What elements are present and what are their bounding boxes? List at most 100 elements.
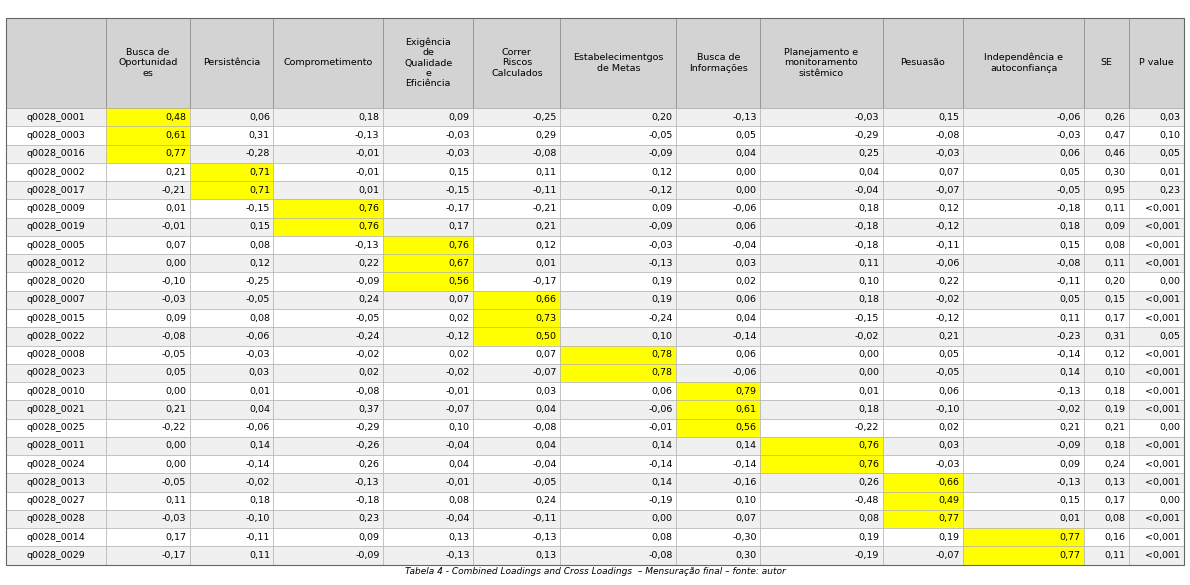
Bar <box>274 291 383 309</box>
Text: 0,61: 0,61 <box>165 131 186 140</box>
Text: 0,11: 0,11 <box>1104 551 1126 560</box>
Bar <box>1129 236 1184 254</box>
Bar <box>383 346 474 364</box>
Text: -0,10: -0,10 <box>935 405 959 414</box>
Text: 0,13: 0,13 <box>1104 478 1126 487</box>
Bar <box>383 491 474 510</box>
Bar <box>1129 144 1184 163</box>
Bar <box>189 18 274 108</box>
Bar <box>474 18 560 108</box>
Bar <box>676 327 760 346</box>
Text: 0,05: 0,05 <box>1159 332 1180 341</box>
Bar <box>1084 510 1129 528</box>
Bar <box>474 126 560 144</box>
Bar <box>676 473 760 491</box>
Bar <box>760 181 883 199</box>
Bar <box>1129 199 1184 218</box>
Text: 0,08: 0,08 <box>249 314 270 322</box>
Bar <box>676 400 760 418</box>
Bar <box>1084 199 1129 218</box>
Bar <box>883 144 963 163</box>
Bar <box>676 418 760 437</box>
Text: 0,17: 0,17 <box>1104 496 1126 505</box>
Bar <box>6 108 106 126</box>
Bar <box>963 491 1084 510</box>
Bar <box>560 528 676 546</box>
Text: Busca de
Oportunidad
es: Busca de Oportunidad es <box>118 48 177 78</box>
Bar <box>560 181 676 199</box>
Text: 0,06: 0,06 <box>1059 149 1081 159</box>
Text: 0,05: 0,05 <box>1059 295 1081 304</box>
Text: 0,09: 0,09 <box>1059 460 1081 469</box>
Bar <box>383 181 474 199</box>
Bar <box>6 163 106 181</box>
Text: 0,00: 0,00 <box>165 259 186 268</box>
Bar <box>6 473 106 491</box>
Text: -0,07: -0,07 <box>935 551 959 560</box>
Bar <box>883 491 963 510</box>
Bar <box>883 126 963 144</box>
Text: -0,14: -0,14 <box>732 332 757 341</box>
Text: q0028_0017: q0028_0017 <box>26 186 86 195</box>
Bar <box>760 236 883 254</box>
Text: -0,04: -0,04 <box>445 442 470 450</box>
Bar <box>6 364 106 382</box>
Bar <box>883 528 963 546</box>
Bar <box>274 199 383 218</box>
Bar <box>676 455 760 473</box>
Bar <box>883 546 963 565</box>
Text: 0,11: 0,11 <box>1104 259 1126 268</box>
Text: 0,11: 0,11 <box>858 259 879 268</box>
Text: 0,37: 0,37 <box>358 405 380 414</box>
Bar <box>106 528 189 546</box>
Text: 0,10: 0,10 <box>1159 131 1180 140</box>
Bar <box>883 364 963 382</box>
Text: 0,14: 0,14 <box>652 442 672 450</box>
Bar <box>274 108 383 126</box>
Bar <box>1084 126 1129 144</box>
Bar <box>106 144 189 163</box>
Text: -0,06: -0,06 <box>649 405 672 414</box>
Text: Planejamento e
monitoramento
sistêmico: Planejamento e monitoramento sistêmico <box>784 48 858 78</box>
Bar <box>883 473 963 491</box>
Bar <box>6 273 106 291</box>
Bar <box>6 218 106 236</box>
Text: q0028_0021: q0028_0021 <box>26 405 86 414</box>
Text: -0,01: -0,01 <box>445 478 470 487</box>
Bar <box>760 546 883 565</box>
Bar <box>963 382 1084 400</box>
Text: -0,11: -0,11 <box>1057 277 1081 286</box>
Bar <box>6 510 106 528</box>
Text: 0,66: 0,66 <box>939 478 959 487</box>
Text: <0,001: <0,001 <box>1146 369 1180 377</box>
Text: -0,18: -0,18 <box>854 240 879 250</box>
Bar <box>1129 400 1184 418</box>
Bar <box>106 382 189 400</box>
Text: -0,03: -0,03 <box>935 460 959 469</box>
Bar <box>6 491 106 510</box>
Text: -0,18: -0,18 <box>355 496 380 505</box>
Bar <box>883 346 963 364</box>
Bar <box>189 364 274 382</box>
Bar <box>1129 108 1184 126</box>
Text: q0028_0005: q0028_0005 <box>26 240 86 250</box>
Text: -0,02: -0,02 <box>854 332 879 341</box>
Bar <box>274 455 383 473</box>
Bar <box>383 382 474 400</box>
Text: -0,03: -0,03 <box>162 514 186 524</box>
Text: -0,03: -0,03 <box>162 295 186 304</box>
Bar <box>963 327 1084 346</box>
Bar <box>883 108 963 126</box>
Bar <box>106 510 189 528</box>
Bar <box>676 382 760 400</box>
Text: -0,13: -0,13 <box>732 113 757 122</box>
Bar <box>560 473 676 491</box>
Text: 0,14: 0,14 <box>735 442 757 450</box>
Bar <box>1084 254 1129 273</box>
Text: -0,03: -0,03 <box>245 350 270 359</box>
Bar <box>106 199 189 218</box>
Text: 0,01: 0,01 <box>1159 168 1180 177</box>
Bar <box>676 144 760 163</box>
Text: 0,76: 0,76 <box>358 204 380 213</box>
Bar <box>883 437 963 455</box>
